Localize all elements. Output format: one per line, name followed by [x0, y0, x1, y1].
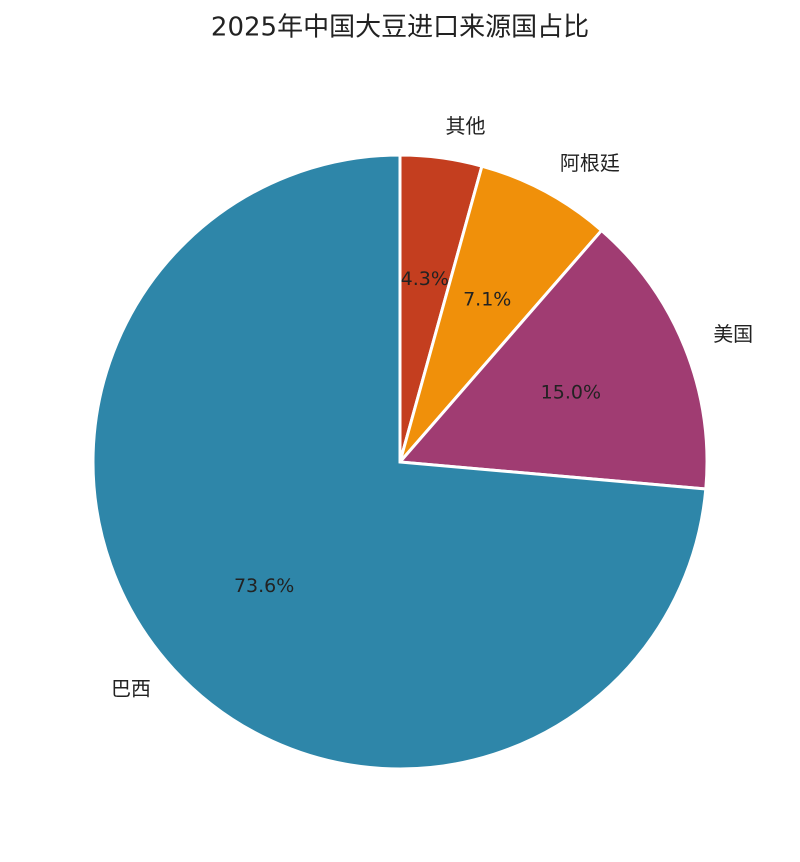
pie-slice — [396, 228, 709, 491]
value-label: 15.0% — [541, 382, 601, 404]
chart-title: 2025年中国大豆进口来源国占比 — [211, 13, 589, 43]
value-label: 7.1% — [463, 288, 511, 310]
pie-slice — [398, 164, 604, 463]
value-label: 73.6% — [234, 575, 294, 597]
slice-label: 美国 — [713, 322, 753, 346]
slice-label: 其他 — [445, 114, 485, 138]
pie-slice — [91, 153, 708, 771]
slice-label: 巴西 — [111, 677, 151, 701]
slice-label: 阿根廷 — [560, 151, 620, 175]
value-label: 4.3% — [401, 268, 449, 290]
